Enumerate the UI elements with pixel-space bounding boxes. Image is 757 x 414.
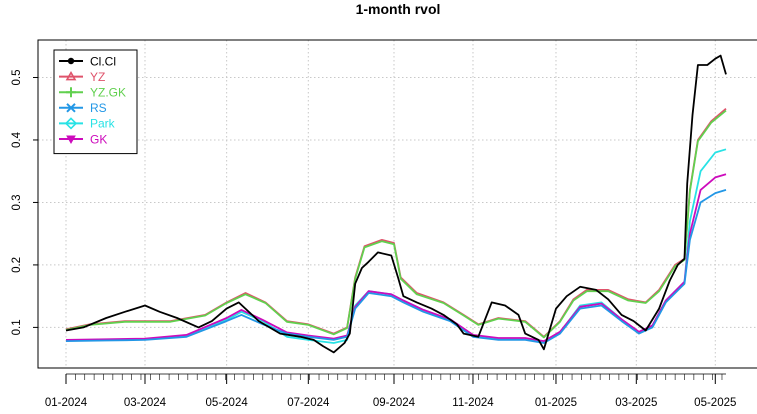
- grid: [38, 40, 757, 368]
- x-axis: 01-2024 03-2024 05-2024 07-2024 09-2024 11-20…: [45, 373, 736, 409]
- legend-item-yz-gk: YZ.GK: [59, 86, 126, 100]
- series-lines: [65, 54, 727, 354]
- legend-label: Park: [90, 117, 116, 131]
- legend-item-cl-cl: Cl.Cl: [59, 54, 116, 68]
- legend-marker-circle: [67, 57, 75, 65]
- legend-marker-triangle: [65, 70, 77, 81]
- legend-label: GK: [90, 132, 107, 146]
- series-line-rs: [65, 189, 727, 344]
- y-tick-label: 0.3: [11, 194, 23, 210]
- legend-label: RS: [90, 101, 107, 115]
- y-tick-label: 0.5: [11, 69, 23, 85]
- x-tick-label: 11-2024: [452, 397, 494, 409]
- x-tick-label: 05-2025: [694, 397, 736, 409]
- x-tick-label: 07-2024: [287, 397, 330, 409]
- x-tick-label: 01-2025: [535, 397, 577, 409]
- series-line-cl-cl: [65, 54, 727, 354]
- series-line-yz-gk: [65, 109, 727, 339]
- legend-marker-triangle-down: [66, 135, 76, 145]
- y-tick-label: 0.4: [11, 131, 23, 148]
- x-tick-label: 09-2024: [373, 397, 416, 409]
- legend-item-yz: YZ: [59, 70, 105, 84]
- series-line-yz: [65, 108, 727, 338]
- legend-marker-cross: [66, 103, 76, 113]
- y-tick-label: 0.1: [11, 319, 23, 335]
- x-tick-label: 03-2024: [124, 397, 167, 409]
- legend-item-park: Park: [59, 117, 116, 131]
- legend-marker-plus: [66, 87, 76, 98]
- legend-label: YZ: [90, 70, 105, 84]
- legend-item-gk: GK: [59, 132, 107, 146]
- legend-label: Cl.Cl: [90, 54, 116, 68]
- plot-frame: [37, 39, 757, 369]
- legend-item-rs: RS: [59, 101, 107, 115]
- y-axis: 0.1 0.2 0.3 0.4 0.5: [11, 69, 38, 335]
- legend-marker-diamond: [64, 117, 78, 130]
- x-tick-label: 05-2024: [206, 397, 249, 409]
- x-tick-label: 01-2024: [45, 397, 88, 409]
- x-tick-label: 03-2025: [615, 397, 657, 409]
- chart-title: 1-month rvol: [356, 1, 441, 17]
- legend-label: YZ.GK: [90, 86, 126, 100]
- y-tick-label: 0.2: [11, 257, 23, 273]
- legend-box: [53, 49, 138, 155]
